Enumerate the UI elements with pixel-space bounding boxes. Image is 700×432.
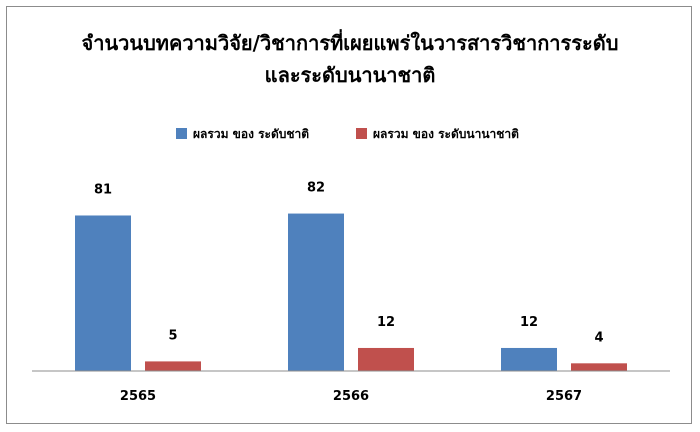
bar-international-2565 <box>145 361 201 371</box>
data-label-national-2565: 81 <box>94 182 112 197</box>
legend: ผลรวม ของ ระดับชาติ ผลรวม ของ ระดับนานาช… <box>176 127 519 141</box>
bar-national-2567 <box>501 347 557 371</box>
chart-title-line-1: จำนวนบทความวิจัย/วิชาการที่เผยแพร่ในวารส… <box>82 28 619 55</box>
bar-national-2565 <box>75 215 131 371</box>
bar-international-2566 <box>358 347 414 371</box>
data-label-national-2567: 12 <box>520 315 538 330</box>
bar-national-2566 <box>288 213 344 371</box>
chart-title-line-2: และระดับนานาชาติ <box>265 63 436 87</box>
x-tick-label-2565: 2565 <box>120 389 156 404</box>
legend-label-national: ผลรวม ของ ระดับชาติ <box>193 127 309 141</box>
data-label-international-2565: 5 <box>168 328 177 343</box>
data-label-national-2566: 82 <box>307 181 325 196</box>
legend-swatch-international <box>356 128 367 139</box>
data-label-international-2567: 4 <box>594 330 603 345</box>
data-label-international-2566: 12 <box>377 315 395 330</box>
bar-international-2567 <box>571 363 627 371</box>
bars-group: 81 5 82 12 12 4 <box>75 181 627 371</box>
x-tick-label-2567: 2567 <box>546 389 582 404</box>
x-tick-labels: 2565 2566 2567 <box>120 389 582 404</box>
legend-swatch-national <box>176 128 187 139</box>
legend-label-international: ผลรวม ของ ระดับนานาชาติ <box>373 127 519 141</box>
x-tick-label-2566: 2566 <box>333 389 369 404</box>
